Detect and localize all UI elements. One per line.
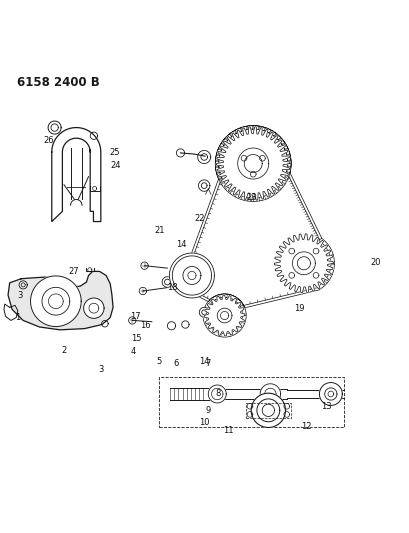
Polygon shape [260,384,280,404]
Polygon shape [216,127,289,200]
Text: 17: 17 [130,312,141,321]
Text: 3: 3 [18,290,23,300]
Text: 6: 6 [173,359,178,368]
Polygon shape [217,308,231,323]
Text: 14: 14 [198,357,209,366]
Text: 10: 10 [198,418,209,427]
Polygon shape [274,234,333,293]
Text: 12: 12 [300,422,311,431]
Text: 18: 18 [166,283,177,292]
Text: 19: 19 [294,304,304,313]
Text: 11: 11 [223,426,234,435]
Polygon shape [198,180,209,191]
Polygon shape [251,393,285,427]
Polygon shape [208,385,226,403]
Text: 24: 24 [110,160,121,169]
Text: 6158 2400 B: 6158 2400 B [17,77,99,90]
Text: 23: 23 [246,193,257,203]
Text: 8: 8 [215,390,220,399]
Polygon shape [199,308,209,317]
Text: 15: 15 [131,334,141,343]
Polygon shape [237,148,268,179]
Text: 7: 7 [205,359,211,368]
Text: 27: 27 [68,267,79,276]
Text: 5: 5 [156,357,162,366]
Text: 26: 26 [43,136,54,145]
Text: 22: 22 [194,214,205,223]
Text: 4: 4 [130,346,136,356]
Polygon shape [319,383,342,406]
Polygon shape [8,271,113,330]
Polygon shape [169,253,214,298]
Polygon shape [162,277,172,287]
Text: 20: 20 [370,258,380,267]
Polygon shape [297,257,310,270]
Text: 3: 3 [98,365,103,374]
Polygon shape [292,252,315,274]
Polygon shape [204,295,245,336]
Polygon shape [90,132,97,140]
Text: 2: 2 [61,346,67,355]
Text: 21: 21 [154,226,164,235]
Text: 25: 25 [109,148,119,157]
Polygon shape [197,150,210,164]
Text: 1: 1 [15,313,20,322]
Polygon shape [30,276,81,327]
Text: 14: 14 [175,239,186,248]
Polygon shape [182,266,200,285]
Polygon shape [220,311,228,320]
Text: 16: 16 [140,321,151,330]
Text: 13: 13 [321,402,331,411]
Polygon shape [244,155,262,173]
Polygon shape [48,121,61,134]
Text: 9: 9 [205,406,210,415]
Polygon shape [83,298,104,318]
